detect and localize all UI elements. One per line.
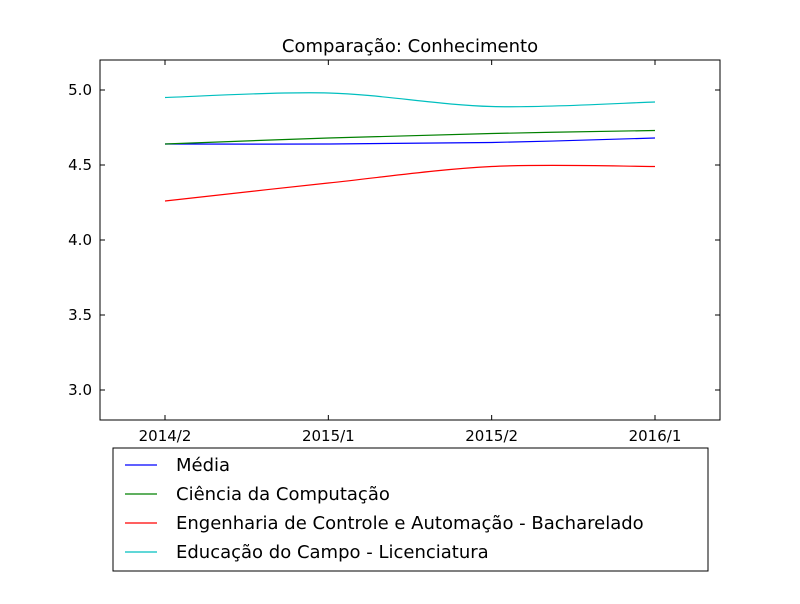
series-line-1: [164, 129, 656, 145]
x-tick-label: 2014/2: [139, 427, 192, 445]
series-lines: [164, 92, 656, 202]
legend: Média Ciência da Computação Engenharia de …: [112, 447, 709, 572]
series-line-0: [164, 137, 656, 145]
legend-label-2: Engenharia de Controle e Automação - Bac…: [176, 513, 644, 534]
plot-area: [99, 59, 721, 421]
chart-title: Comparação: Conhecimento: [282, 36, 538, 57]
y-axis: 3.0 3.5 4.0 4.5 5.0: [68, 81, 720, 399]
y-tick-label: 3.0: [68, 381, 92, 399]
legend-label-3: Educação do Campo - Licenciatura: [176, 542, 489, 563]
y-tick-label: 5.0: [68, 81, 92, 99]
series-line-2: [164, 164, 655, 202]
y-tick-label: 3.5: [68, 306, 92, 324]
x-tick-label: 2015/1: [302, 427, 355, 445]
x-tick-label: 2015/2: [465, 427, 518, 445]
y-tick-label: 4.0: [68, 231, 92, 249]
legend-label-1: Ciência da Computação: [176, 484, 390, 505]
legend-label-0: Média: [176, 455, 230, 476]
y-tick-label: 4.5: [68, 156, 92, 174]
x-tick-label: 2016/1: [629, 427, 682, 445]
legend-box: [112, 447, 709, 572]
x-axis: 2014/2 2015/1 2015/2 2016/1: [139, 60, 682, 445]
series-line-3: [164, 92, 656, 108]
